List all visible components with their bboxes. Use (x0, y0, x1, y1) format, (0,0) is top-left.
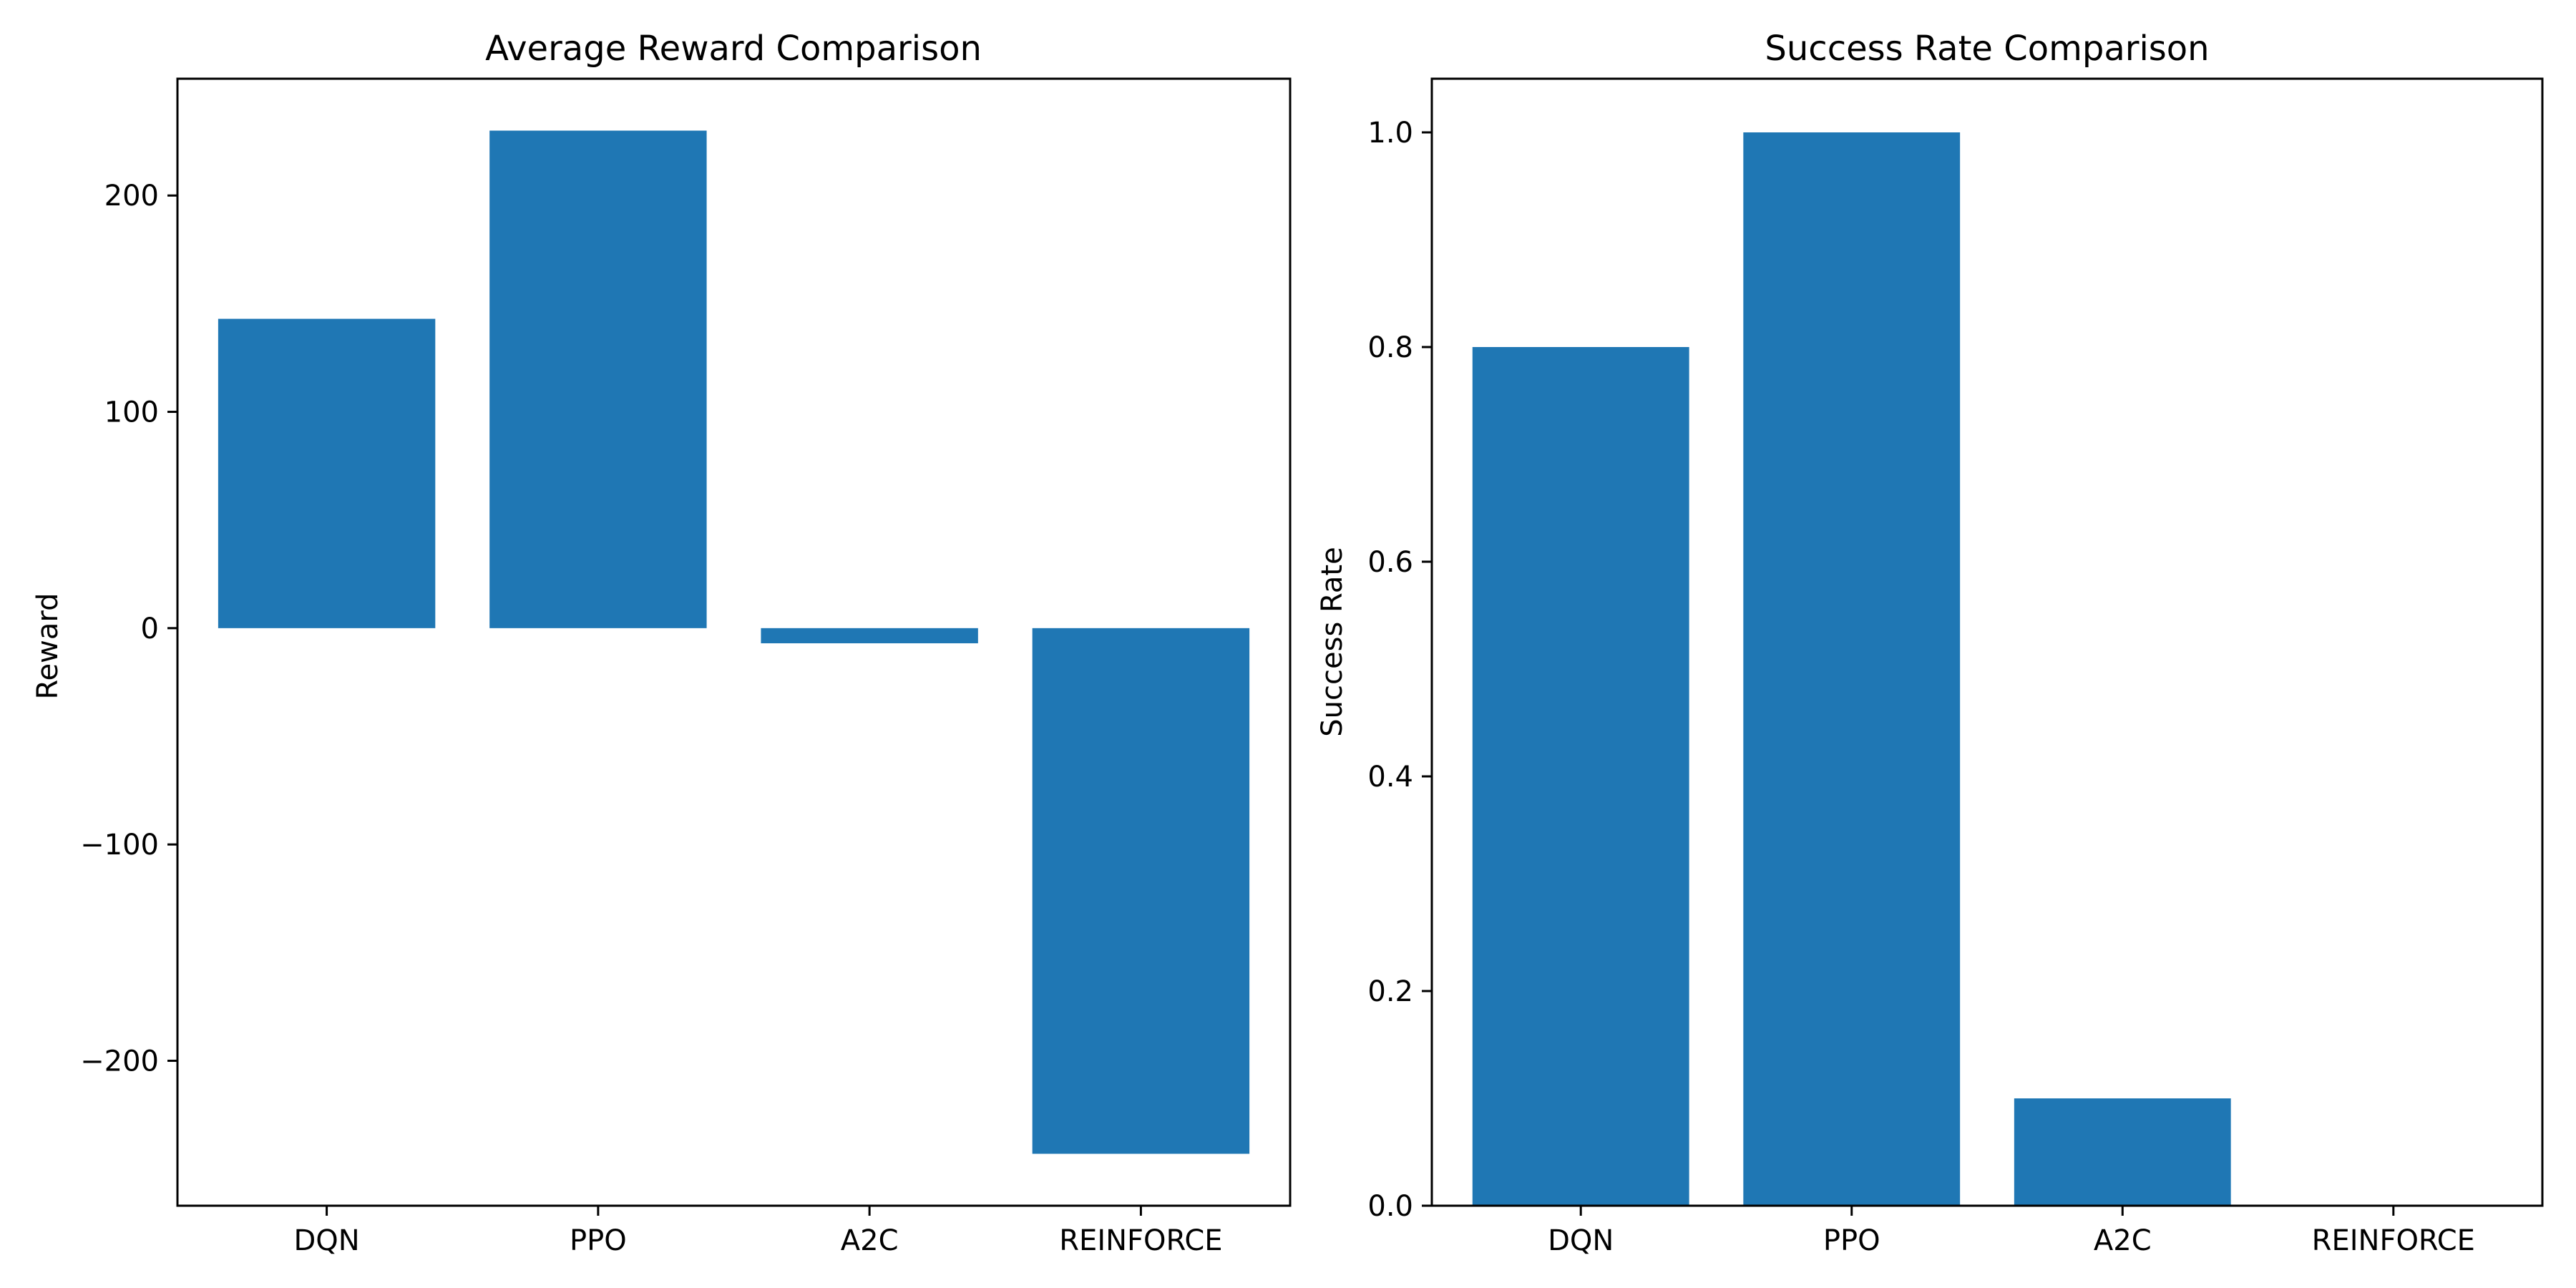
y-tick-label: 0.8 (1367, 331, 1413, 364)
y-tick-label: −200 (80, 1045, 159, 1078)
x-tick-label: REINFORCE (1059, 1224, 1222, 1257)
y-tick-label: 0.0 (1367, 1190, 1413, 1223)
bar-a2c (2014, 1098, 2231, 1206)
bar-group (1472, 132, 2231, 1206)
x-tick-label: PPO (1823, 1224, 1880, 1257)
bar-dqn (1472, 347, 1689, 1206)
y-tick-group: 0.0 0.2 0.4 0.6 0.8 1.0 (1367, 117, 1432, 1223)
y-tick-group: −200 −100 0 100 200 (80, 180, 177, 1078)
x-tick-label: A2C (841, 1224, 899, 1257)
reward-chart: Average Reward Comparison Reward −200 −10… (31, 29, 1292, 1257)
bar-a2c (761, 628, 978, 644)
y-tick-label: 200 (104, 180, 159, 213)
y-tick-label: 0.6 (1367, 546, 1413, 579)
plot-frame (1430, 77, 2544, 1207)
chart-title: Success Rate Comparison (1765, 29, 2209, 69)
y-axis-label: Success Rate (1316, 547, 1349, 736)
success-rate-chart: Success Rate Comparison Success Rate 0.0… (1316, 29, 2544, 1257)
bar-reinforce (1032, 628, 1250, 1154)
x-tick-group: DQN PPO A2C REINFORCE (1548, 1206, 2475, 1257)
bar-group (218, 130, 1250, 1154)
y-tick-label: 100 (104, 396, 159, 429)
plot-frame (176, 77, 1292, 1207)
bar-dqn (218, 318, 436, 628)
x-tick-label: DQN (293, 1224, 359, 1257)
chart-title: Average Reward Comparison (485, 29, 982, 69)
x-tick-label: DQN (1548, 1224, 1614, 1257)
y-tick-label: 1.0 (1367, 117, 1413, 150)
y-tick-label: 0.2 (1367, 975, 1413, 1008)
x-tick-label: REINFORCE (2312, 1224, 2475, 1257)
y-tick-label: 0.4 (1367, 761, 1413, 794)
x-tick-label: PPO (570, 1224, 627, 1257)
bar-ppo (489, 130, 707, 628)
y-axis-label: Reward (31, 593, 64, 700)
bar-ppo (1743, 132, 1961, 1206)
y-tick-label: 0 (141, 613, 159, 645)
y-tick-label: −100 (80, 829, 159, 862)
x-tick-label: A2C (2094, 1224, 2152, 1257)
x-tick-group: DQN PPO A2C REINFORCE (293, 1206, 1223, 1257)
